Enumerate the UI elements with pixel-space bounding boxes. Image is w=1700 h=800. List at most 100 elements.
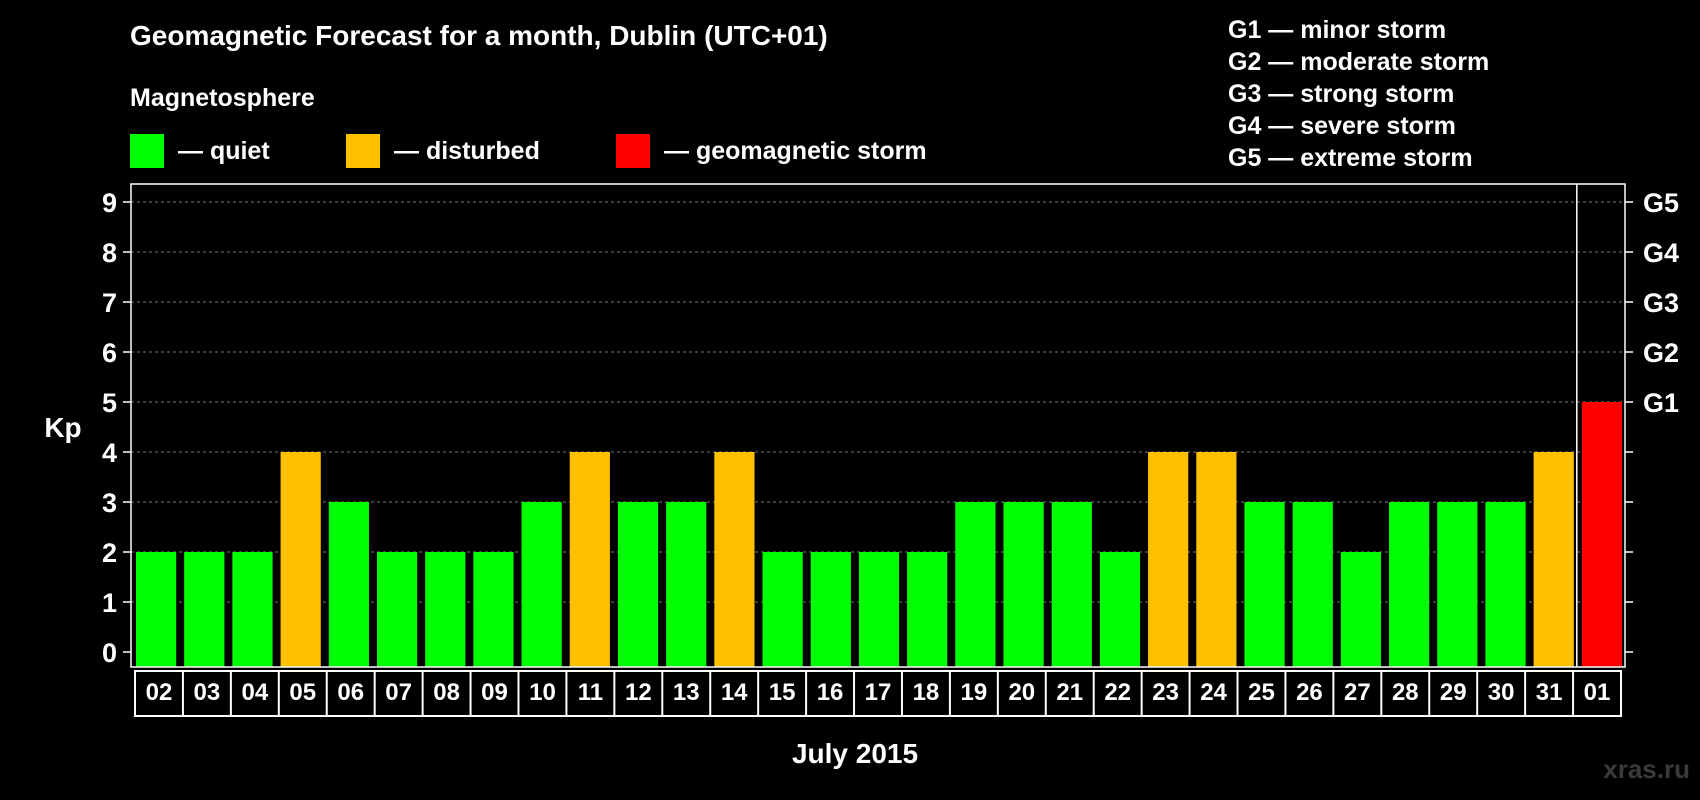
x-tick-label: 06	[337, 679, 364, 706]
x-tick-label: 03	[194, 679, 221, 706]
x-tick-label: 07	[385, 679, 412, 706]
x-tick-label: 15	[769, 679, 796, 706]
y-tick-label: 9	[102, 188, 117, 218]
y-tick-label: 6	[102, 338, 117, 368]
bar	[184, 552, 225, 667]
g-scale-legend: G1 — minor storm G2 — moderate storm G3 …	[1228, 14, 1489, 174]
bar	[328, 502, 369, 667]
x-tick-label: 27	[1344, 679, 1371, 706]
bar	[1196, 452, 1237, 667]
legend-storm: — geomagnetic storm	[616, 134, 927, 168]
legend-disturbed: — disturbed	[346, 134, 540, 168]
bar	[1581, 402, 1622, 667]
bar	[907, 552, 948, 667]
legend-label-storm: — geomagnetic storm	[664, 136, 927, 165]
plot-frame	[130, 183, 1626, 668]
bar	[1485, 502, 1526, 667]
chart-title: Geomagnetic Forecast for a month, Dublin…	[130, 20, 828, 51]
y-tick-label: 2	[102, 538, 117, 568]
g-level-label: G4	[1643, 238, 1679, 268]
y-tick-label: 5	[102, 388, 117, 418]
watermark: xras.ru	[1603, 754, 1690, 784]
g-legend-item: G5 — extreme storm	[1228, 144, 1473, 172]
legend-label-quiet: — quiet	[178, 136, 270, 165]
g-level-label: G1	[1643, 388, 1679, 418]
bar	[1437, 502, 1478, 667]
x-tick-label: 14	[721, 679, 748, 706]
x-tick-label: 09	[481, 679, 508, 706]
date-row-frame	[134, 670, 1622, 717]
x-tick-label: 04	[241, 679, 268, 706]
x-tick-label: 10	[529, 679, 556, 706]
bar	[1244, 502, 1285, 667]
x-tick-label: 30	[1488, 679, 1515, 706]
bar	[425, 552, 466, 667]
legend-swatch-disturbed	[346, 134, 380, 168]
bar	[473, 552, 514, 667]
x-tick-label: 16	[817, 679, 844, 706]
bar	[136, 552, 177, 667]
bar	[1051, 502, 1092, 667]
bar	[762, 552, 803, 667]
x-tick-label: 21	[1056, 679, 1083, 706]
g-level-label: G5	[1643, 188, 1679, 218]
bar	[714, 452, 755, 667]
g-legend-item: G3 — strong storm	[1228, 80, 1455, 108]
g-level-label: G2	[1643, 338, 1679, 368]
x-tick-label: 01	[1584, 679, 1611, 706]
y-tick-label: 3	[102, 488, 117, 518]
x-tick-label: 05	[289, 679, 316, 706]
bar	[955, 502, 996, 667]
x-tick-label: 17	[865, 679, 892, 706]
x-tick-label: 29	[1440, 679, 1467, 706]
y-tick-label: 4	[102, 438, 117, 468]
x-tick-label: 20	[1008, 679, 1035, 706]
bar	[1389, 502, 1430, 667]
x-tick-label: 08	[433, 679, 460, 706]
x-tick-label: 02	[146, 679, 173, 706]
g-level-label: G3	[1643, 288, 1679, 318]
bar	[1099, 552, 1141, 667]
legend-quiet: — quiet	[130, 134, 270, 168]
x-tick-label: 26	[1296, 679, 1323, 706]
x-tick-label: 24	[1200, 679, 1227, 706]
bar	[569, 452, 610, 667]
legend-swatch-storm	[616, 134, 650, 168]
bar	[521, 502, 562, 667]
bar	[1003, 502, 1044, 667]
bar	[810, 552, 851, 667]
x-tick-label: 19	[961, 679, 988, 706]
legend-label-disturbed: — disturbed	[394, 136, 540, 165]
bar	[1292, 502, 1333, 667]
bar	[1533, 452, 1574, 667]
bar	[1148, 452, 1189, 667]
x-tick-label: 23	[1152, 679, 1179, 706]
x-tick-label: 31	[1536, 679, 1563, 706]
g-legend-item: G1 — minor storm	[1228, 16, 1447, 44]
bar	[280, 452, 321, 667]
bar	[376, 552, 418, 667]
bar	[858, 552, 900, 667]
x-axis-label: July 2015	[792, 738, 918, 769]
y-tick-label: 0	[102, 638, 117, 668]
x-tick-label: 13	[673, 679, 700, 706]
bar	[666, 502, 707, 667]
bar	[232, 552, 273, 667]
x-tick-label: 25	[1248, 679, 1275, 706]
x-tick-label: 22	[1104, 679, 1131, 706]
y-tick-label: 8	[102, 238, 117, 268]
x-tick-label: 12	[625, 679, 652, 706]
bar	[617, 502, 659, 667]
y-tick-label: 7	[102, 288, 117, 318]
legend-swatch-quiet	[130, 134, 164, 168]
x-tick-label: 11	[578, 679, 603, 706]
magnetosphere-label: Magnetosphere	[130, 84, 315, 112]
x-tick-label: 28	[1392, 679, 1419, 706]
bar	[1340, 552, 1382, 667]
y-axis-label: Kp	[44, 412, 81, 443]
x-tick-label: 18	[913, 679, 940, 706]
y-tick-label: 1	[102, 588, 117, 618]
g-legend-item: G2 — moderate storm	[1228, 48, 1490, 76]
g-legend-item: G4 — severe storm	[1228, 112, 1456, 140]
